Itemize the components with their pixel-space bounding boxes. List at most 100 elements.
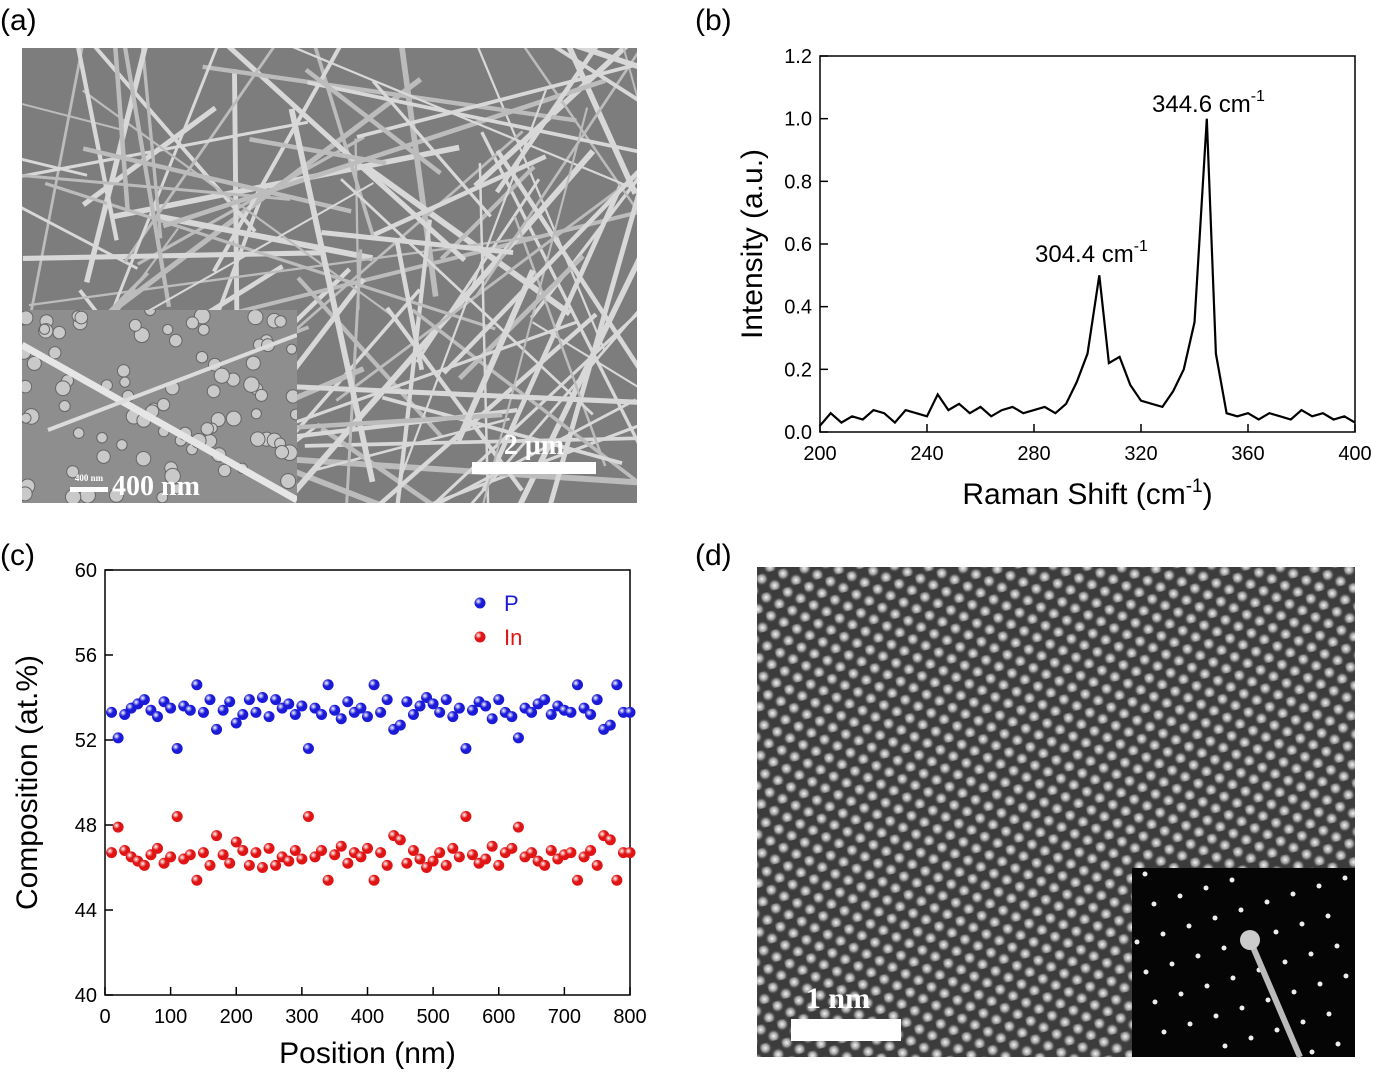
scale-bar-label: 2 μm <box>504 430 564 461</box>
data-point <box>250 847 262 859</box>
data-point <box>565 706 577 718</box>
data-point <box>263 711 275 723</box>
data-point <box>355 702 367 714</box>
particle <box>74 310 89 325</box>
particle <box>135 450 152 467</box>
peak-annotation-sup: -1 <box>1251 88 1265 105</box>
y-tick-label: 40 <box>75 985 97 1007</box>
nanowire <box>304 436 637 448</box>
spot <box>1230 975 1236 981</box>
nanowire <box>296 276 443 438</box>
data-point <box>289 845 301 856</box>
particle <box>116 364 131 378</box>
x-tick-label: 0 <box>99 1006 110 1028</box>
data-point <box>152 842 163 854</box>
particle <box>247 310 264 326</box>
particle <box>22 412 32 424</box>
tem-image: 1 nm <box>757 567 1355 1059</box>
nanowire <box>377 312 598 503</box>
beam-stop-head <box>1240 930 1260 950</box>
inset-wire <box>22 341 297 503</box>
nanowire <box>455 269 536 442</box>
data-point <box>329 704 341 716</box>
data-point <box>171 743 183 754</box>
nanowire <box>22 102 126 132</box>
nanowire <box>478 163 490 503</box>
inset-scale-bar <box>70 487 108 492</box>
particle <box>213 367 230 384</box>
nanowire <box>385 306 524 492</box>
peak-annotation: 304.4 cm-1 <box>1035 238 1148 268</box>
data-point <box>152 711 163 723</box>
legend-marker <box>474 631 486 643</box>
nanowire <box>553 48 637 102</box>
nanowire <box>371 80 492 218</box>
data-point <box>480 700 492 712</box>
x-tick-label: 100 <box>154 1006 187 1028</box>
data-point <box>191 874 203 886</box>
data-point <box>427 698 439 710</box>
x-axis-label-text: Position (nm) <box>279 1037 456 1070</box>
scale-bar <box>472 462 596 474</box>
nanowire <box>249 137 387 166</box>
data-point <box>296 853 308 865</box>
particle <box>96 431 108 444</box>
particle <box>38 323 51 335</box>
data-point <box>453 702 465 714</box>
x-tick-label: 700 <box>548 1006 581 1028</box>
spot <box>1151 901 1157 907</box>
data-point <box>545 709 557 720</box>
particle <box>171 483 183 495</box>
panel-label: (a) <box>0 4 37 37</box>
nanowire <box>495 149 637 370</box>
spot <box>1264 899 1270 905</box>
data-point <box>217 849 229 861</box>
nanowire <box>104 48 219 329</box>
nanowire <box>320 426 435 503</box>
particle <box>168 333 183 348</box>
data-point <box>342 857 354 869</box>
spot <box>1186 923 1192 929</box>
particle <box>289 408 297 421</box>
nanowire <box>22 250 321 262</box>
spot <box>1343 973 1349 979</box>
data-point <box>539 859 551 871</box>
data-point <box>204 859 216 871</box>
particle <box>225 410 242 427</box>
data-point <box>434 847 446 859</box>
data-point <box>486 840 498 852</box>
spot <box>1291 989 1297 995</box>
nanowire <box>529 177 637 320</box>
nanowire <box>340 178 594 416</box>
data-point <box>243 859 255 871</box>
data-point <box>453 851 465 863</box>
peak-annotation-sup: -1 <box>1134 238 1148 255</box>
particle <box>72 427 85 439</box>
nanowire <box>442 169 637 375</box>
particle <box>217 463 232 478</box>
particle <box>195 350 209 364</box>
spectrum-line <box>819 118 1356 427</box>
data-point <box>381 859 393 871</box>
particle <box>285 389 297 404</box>
spot <box>1195 953 1201 959</box>
spot <box>1203 885 1209 891</box>
y-tick-label: 1.2 <box>784 46 812 68</box>
nanowire <box>494 48 599 194</box>
spot <box>1177 893 1183 899</box>
particle <box>197 323 210 336</box>
data-point <box>270 859 282 871</box>
data-point <box>171 811 183 822</box>
data-point <box>447 842 459 854</box>
y-tick-label: 0.4 <box>784 297 812 319</box>
spot <box>1308 951 1314 957</box>
spot <box>1317 981 1323 987</box>
data-point <box>467 704 478 716</box>
nanowire <box>84 48 148 283</box>
x-tick-label: 500 <box>416 1006 449 1028</box>
spot <box>1325 913 1331 919</box>
x-axis-label: Raman Shift (cm-1) <box>962 476 1212 511</box>
particle <box>274 445 290 460</box>
data-point <box>112 732 124 744</box>
